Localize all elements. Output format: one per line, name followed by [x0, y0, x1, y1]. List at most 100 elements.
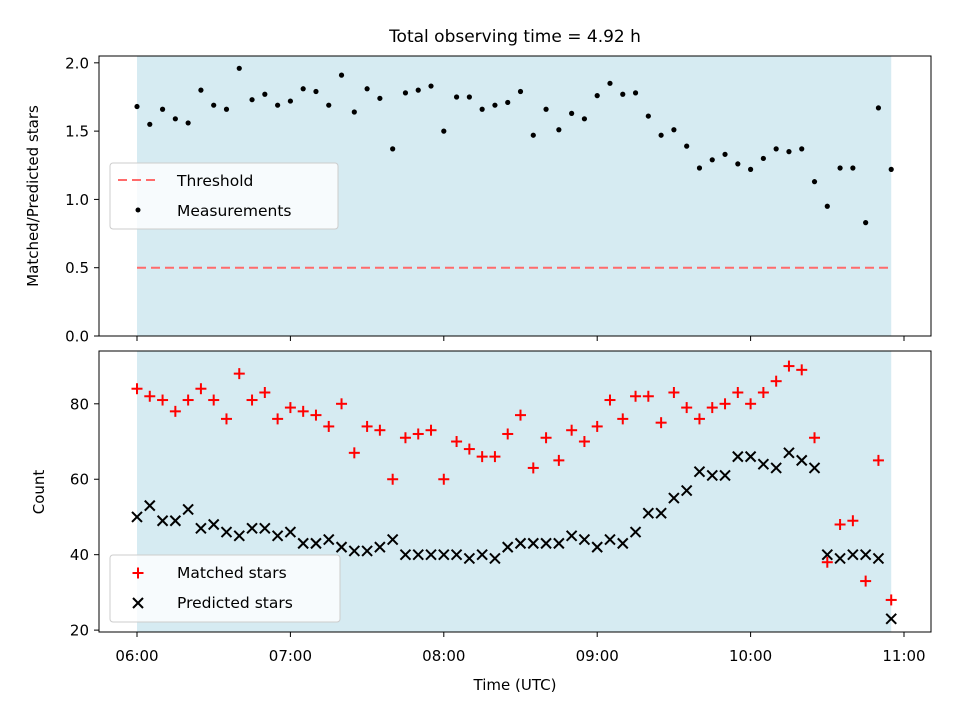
- measurement-point: [326, 102, 332, 108]
- predicted-star-marker: [195, 522, 207, 534]
- bottom-y-tick-label: 80: [70, 395, 89, 413]
- matched-star-marker: [668, 386, 680, 398]
- measurement-point: [543, 106, 549, 112]
- matched-star-marker: [361, 420, 373, 432]
- measurement-point: [581, 116, 588, 122]
- bottom-axes-frame: [98, 350, 932, 633]
- matched-star-marker: [796, 364, 808, 376]
- measurement-point: [735, 161, 741, 167]
- bottom-y-axis-ticks: 20 40 60 80: [70, 395, 99, 640]
- measurement-point: [415, 87, 421, 93]
- measurement-point: [620, 91, 626, 97]
- measurement-point: [479, 106, 485, 112]
- predicted-star-marker: [629, 526, 642, 538]
- predicted-star-marker: [642, 507, 655, 519]
- predicted-star-marker: [578, 533, 591, 546]
- measurement-point: [492, 102, 498, 108]
- legend-measurements-label: Measurements: [177, 202, 292, 220]
- legend-predicted-label: Predicted stars: [177, 594, 293, 612]
- matched-star-marker: [259, 386, 271, 398]
- measurement-point: [722, 151, 728, 157]
- matched-star-marker: [540, 432, 552, 444]
- predicted-star-marker: [527, 537, 539, 550]
- x-axis-label: Time (UTC): [473, 676, 557, 694]
- predicted-star-marker: [757, 458, 770, 470]
- measurement-point: [198, 87, 204, 93]
- matched-star-marker: [131, 383, 143, 395]
- matched-star-marker: [617, 413, 629, 425]
- matched-star-marker: [374, 424, 386, 436]
- legend-matched-marker: [132, 567, 144, 579]
- measurement-point: [275, 102, 281, 108]
- predicted-star-marker: [489, 552, 501, 565]
- measurement-point: [671, 127, 677, 133]
- measurement-point: [556, 127, 562, 133]
- predicted-star-marker: [872, 552, 885, 565]
- predicted-star-marker: [859, 548, 872, 561]
- measurement-point: [505, 99, 511, 106]
- predicted-star-marker: [374, 541, 386, 553]
- matched-star-marker: [630, 390, 642, 402]
- predicted-star-marker: [144, 499, 156, 512]
- matched-star-marker: [438, 473, 450, 485]
- matched-star-marker: [323, 420, 335, 432]
- x-tick-label: 10:00: [729, 647, 772, 665]
- predicted-star-marker: [361, 545, 373, 557]
- matched-star-marker: [745, 398, 757, 410]
- matched-star-marker: [821, 556, 833, 568]
- predicted-star-marker: [617, 537, 629, 550]
- predicted-star-marker: [821, 548, 834, 561]
- predicted-star-marker: [348, 545, 361, 557]
- measurement-point: [811, 179, 818, 185]
- matched-star-marker: [399, 432, 411, 444]
- bottom-y-tick-label: 40: [70, 546, 89, 564]
- bottom-y-axis-label: Count: [30, 470, 48, 515]
- predicted-star-marker: [540, 537, 552, 550]
- matched-star-marker: [642, 390, 654, 402]
- top-panel: 0.00.51.01.52.0 Matched/Predicted stars …: [24, 54, 932, 346]
- predicted-star-marker: [438, 548, 450, 561]
- predicted-star-marker: [207, 518, 220, 531]
- measurement-point: [134, 103, 140, 110]
- matched-star-marker: [272, 413, 284, 425]
- predicted-star-marker: [169, 515, 182, 527]
- measurement-point: [760, 155, 766, 162]
- measurement-point: [377, 95, 383, 101]
- matched-star-marker: [246, 394, 258, 406]
- matched-star-marker: [553, 454, 565, 466]
- predicted-star-marker: [668, 492, 680, 504]
- matched-star-marker: [310, 409, 322, 421]
- legend-predicted-marker: [132, 597, 144, 609]
- x-tick-label: 08:00: [422, 647, 465, 665]
- matched-star-marker: [655, 417, 667, 429]
- predicted-star-marker: [847, 548, 859, 561]
- matched-star-marker: [591, 420, 603, 432]
- matched-star-marker: [604, 394, 616, 406]
- bottom-legend: Matched stars Predicted stars: [109, 554, 341, 623]
- predicted-star-marker: [591, 541, 603, 553]
- measurement-point: [428, 83, 434, 89]
- bottom-legend-box: [109, 554, 341, 623]
- matched-star-marker: [502, 428, 514, 440]
- predicted-star-marker: [604, 533, 616, 546]
- top-y-tick-label: 2.0: [65, 54, 89, 72]
- legend-threshold-label: Threshold: [176, 172, 253, 190]
- legend-matched-label: Matched stars: [177, 564, 287, 582]
- measurement-point: [466, 94, 472, 100]
- measurement-point: [402, 90, 409, 96]
- measurement-point: [748, 166, 754, 172]
- predicted-star-marker: [834, 552, 846, 565]
- measurement-point: [300, 86, 306, 92]
- predicted-star-marker: [514, 537, 527, 550]
- matched-star-marker: [566, 424, 578, 436]
- predicted-star-marker: [706, 469, 718, 482]
- measurement-point: [236, 65, 242, 71]
- measurement-point: [262, 91, 268, 97]
- top-y-axis-label: Matched/Predicted stars: [24, 105, 42, 287]
- measurement-point: [875, 105, 882, 111]
- predicted-star-marker: [808, 462, 821, 474]
- measurement-point: [147, 121, 153, 127]
- matched-star-marker: [872, 454, 884, 466]
- measurement-point: [453, 94, 460, 100]
- matched-star-marker: [489, 451, 501, 463]
